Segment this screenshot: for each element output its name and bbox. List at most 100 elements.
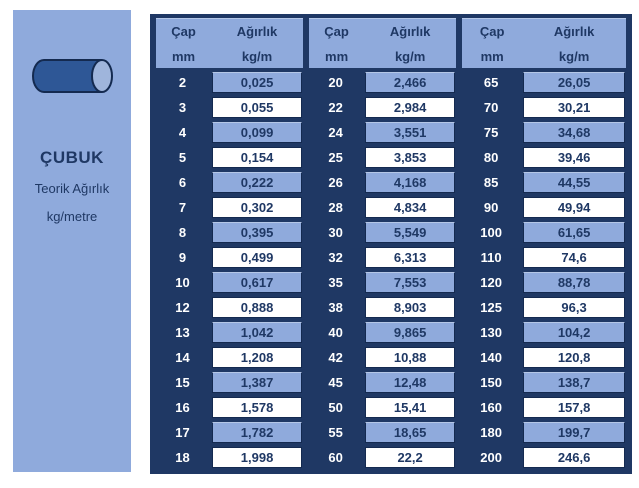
table-row: 65 26,05 — [461, 70, 627, 95]
diameter-cell: 120 — [480, 275, 502, 290]
diameter-cell: 60 — [328, 450, 343, 465]
table-row: 80 39,46 — [461, 145, 627, 170]
weight-cell: 9,865 — [365, 322, 456, 343]
diameter-cell: 3 — [178, 100, 187, 115]
weight-cell: 88,78 — [523, 272, 626, 293]
group-header: Çap Ağırlık mm kg/m — [156, 18, 304, 68]
table-row: 55 18,65 — [308, 420, 457, 445]
diameter-cell: 22 — [328, 100, 343, 115]
column-group-1: Çap Ağırlık mm kg/m 2 0,025 3 0,055 4 0,099 5 0,154… — [153, 18, 306, 470]
table-row: 110 74,6 — [461, 245, 627, 270]
diameter-cell: 75 — [483, 125, 499, 140]
diameter-cell: 150 — [480, 375, 502, 390]
table-row: 16 1,578 — [155, 395, 304, 420]
weight-cell: 8,903 — [365, 297, 456, 318]
weight-cell: 2,466 — [365, 72, 456, 93]
diameter-unit-label: mm — [480, 49, 504, 64]
diameter-cell: 17 — [175, 425, 190, 440]
table-row: 20 2,466 — [308, 70, 457, 95]
table-row: 3 0,055 — [155, 95, 304, 120]
diameter-cell: 65 — [483, 75, 499, 90]
weight-cell: 10,88 — [365, 347, 456, 368]
diameter-cell: 24 — [328, 125, 343, 140]
diameter-cell: 13 — [175, 325, 190, 340]
weight-cell: 4,168 — [365, 172, 456, 193]
weight-cell: 1,387 — [212, 372, 303, 393]
table-row: 120 88,78 — [461, 270, 627, 295]
weight-unit-label: kg/m — [558, 49, 590, 64]
weight-cell: 22,2 — [365, 447, 456, 468]
product-title: ÇUBUK — [40, 148, 104, 167]
table-row: 60 22,2 — [308, 445, 457, 470]
diameter-cell: 38 — [328, 300, 343, 315]
weight-table: Çap Ağırlık mm kg/m 2 0,025 3 0,055 4 0,099 5 0,154… — [150, 14, 632, 474]
diameter-cell: 2 — [178, 75, 187, 90]
table-row: 14 1,208 — [155, 345, 304, 370]
table-row: 45 12,48 — [308, 370, 457, 395]
group-rows: 2 0,025 3 0,055 4 0,099 5 0,154 6 0,222 7 0,302 8 0,3… — [155, 70, 304, 470]
product-subtitle: Teorik Ağırlık — [34, 181, 110, 196]
weight-cell: 1,208 — [212, 347, 303, 368]
weight-cell: 0,499 — [212, 247, 303, 268]
weight-cell: 96,3 — [523, 297, 626, 318]
diameter-cell: 26 — [328, 175, 343, 190]
diameter-cell: 80 — [483, 150, 499, 165]
table-row: 25 3,853 — [308, 145, 457, 170]
weight-cell: 4,834 — [365, 197, 456, 218]
column-group-2: Çap Ağırlık mm kg/m 20 2,466 22 2,984 24 3,551 25 3… — [306, 18, 459, 470]
rod-cylinder-icon — [32, 59, 113, 93]
diameter-unit-label: mm — [325, 49, 349, 64]
table-row: 9 0,499 — [155, 245, 304, 270]
group-header: Çap Ağırlık mm kg/m — [462, 18, 627, 68]
diameter-cell: 20 — [328, 75, 343, 90]
diameter-cell: 85 — [483, 175, 499, 190]
weight-cell: 120,8 — [523, 347, 626, 368]
weight-header-label: Ağırlık — [389, 24, 431, 39]
table-row: 13 1,042 — [155, 320, 304, 345]
diameter-cell: 28 — [328, 200, 343, 215]
weight-cell: 1,782 — [212, 422, 303, 443]
table-row: 75 34,68 — [461, 120, 627, 145]
diameter-cell: 9 — [178, 250, 187, 265]
table-row: 18 1,998 — [155, 445, 304, 470]
diameter-cell: 8 — [178, 225, 187, 240]
diameter-cell: 6 — [178, 175, 187, 190]
diameter-header-label: Çap — [324, 24, 349, 39]
table-row: 85 44,55 — [461, 170, 627, 195]
diameter-cell: 125 — [480, 300, 502, 315]
table-row: 32 6,313 — [308, 245, 457, 270]
weight-cell: 157,8 — [523, 397, 626, 418]
weight-cell: 0,154 — [212, 147, 303, 168]
rod-icon-wrap — [13, 58, 131, 94]
weight-cell: 44,55 — [523, 172, 626, 193]
weight-cell: 1,042 — [212, 322, 303, 343]
weight-cell: 39,46 — [523, 147, 626, 168]
diameter-cell: 25 — [328, 150, 343, 165]
diameter-cell: 140 — [480, 350, 502, 365]
diameter-cell: 10 — [175, 275, 190, 290]
diameter-cell: 42 — [328, 350, 343, 365]
column-group-3: Çap Ağırlık mm kg/m 65 26,05 70 30,21 75 34,68 80 3… — [459, 18, 629, 470]
table-row: 15 1,387 — [155, 370, 304, 395]
table-row: 90 49,94 — [461, 195, 627, 220]
diameter-cell: 50 — [328, 400, 343, 415]
diameter-cell: 7 — [178, 200, 187, 215]
diameter-cell: 55 — [328, 425, 343, 440]
table-row: 40 9,865 — [308, 320, 457, 345]
weight-cell: 5,549 — [365, 222, 456, 243]
table-row: 30 5,549 — [308, 220, 457, 245]
weight-header-label: Ağırlık — [553, 24, 595, 39]
weight-cell: 7,553 — [365, 272, 456, 293]
weight-header-label: Ağırlık — [236, 24, 278, 39]
diameter-cell: 32 — [328, 250, 343, 265]
weight-cell: 15,41 — [365, 397, 456, 418]
table-row: 160 157,8 — [461, 395, 627, 420]
weight-cell: 0,395 — [212, 222, 303, 243]
table-row: 12 0,888 — [155, 295, 304, 320]
weight-cell: 0,617 — [212, 272, 303, 293]
diameter-cell: 130 — [480, 325, 502, 340]
table-row: 22 2,984 — [308, 95, 457, 120]
diameter-cell: 12 — [175, 300, 190, 315]
weight-cell: 0,302 — [212, 197, 303, 218]
